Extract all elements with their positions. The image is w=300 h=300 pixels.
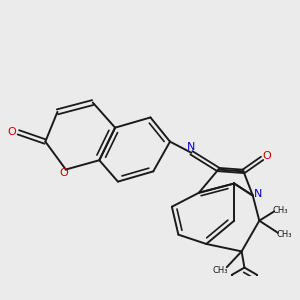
Text: O: O xyxy=(8,127,16,137)
Text: N: N xyxy=(187,142,196,152)
Text: O: O xyxy=(59,168,68,178)
Text: O: O xyxy=(262,151,271,160)
Text: CH₃: CH₃ xyxy=(272,206,287,214)
Text: N: N xyxy=(254,189,262,199)
Text: CH₃: CH₃ xyxy=(276,230,292,239)
Text: CH₃: CH₃ xyxy=(213,266,228,274)
